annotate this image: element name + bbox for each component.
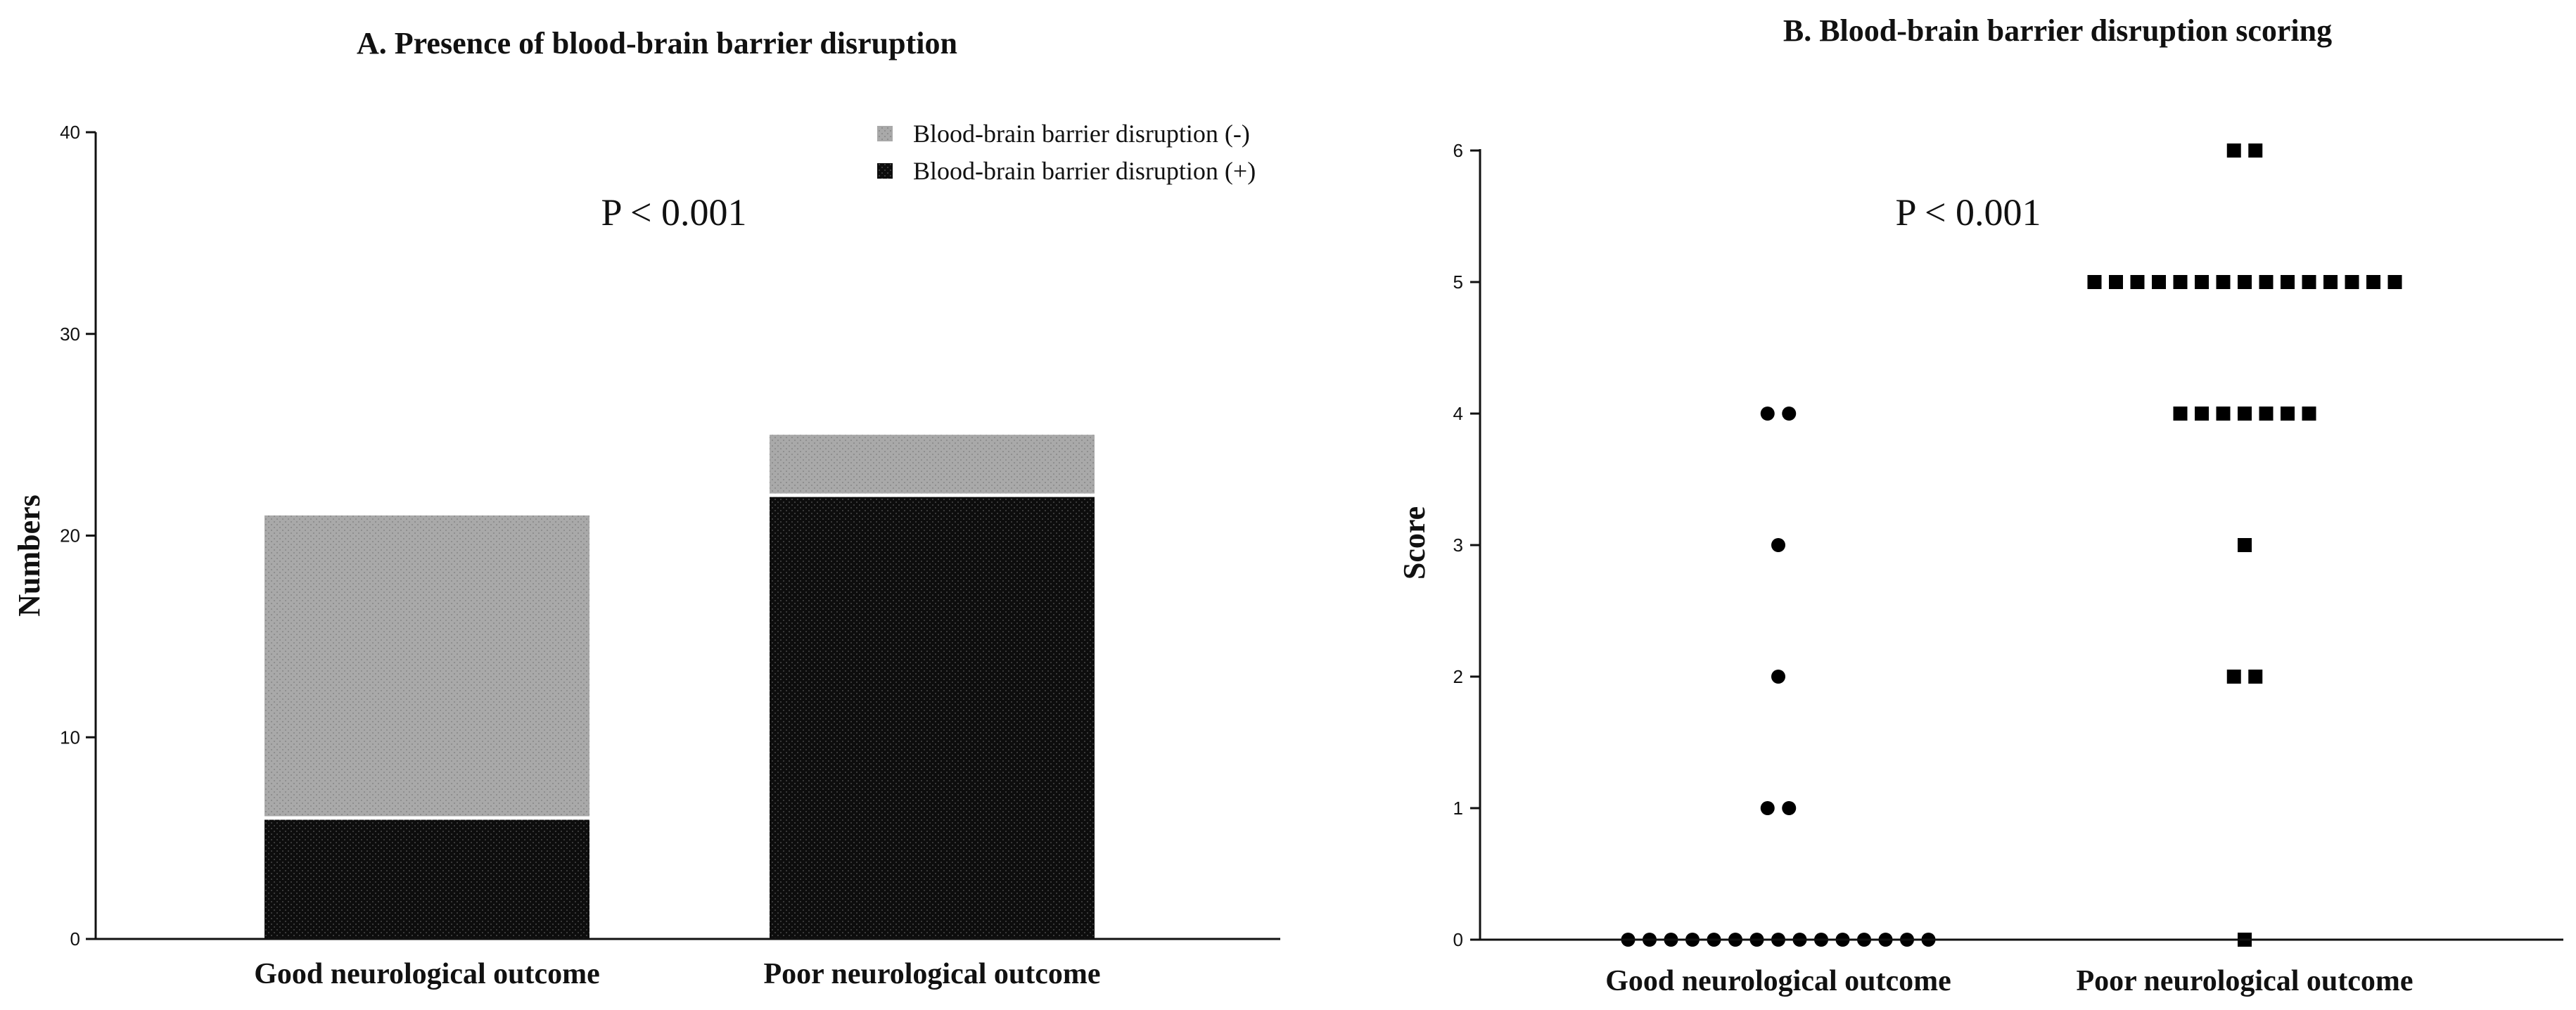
panel-a: A. Presence of blood-brain barrier disru… [12,26,1280,990]
panel-b-y-tick-label: 0 [1453,929,1463,950]
point-poor-outcome [2216,275,2231,289]
bar-bbbd-negative-good [264,515,589,818]
panel-b-p-value: P < 0.001 [1896,191,2041,234]
legend-swatch [877,163,893,179]
panel-b-title: B. Blood-brain barrier disruption scorin… [1783,13,2332,48]
panel-b-y-tick-label: 5 [1453,271,1463,293]
panel-a-y-tick-label: 20 [60,525,80,546]
panel-a-y-tick-label: 10 [60,727,80,748]
panel-b-axes: 0 1 2 3 4 5 6 Good neurological outcome Poor neu… [1453,140,2563,997]
legend-label: Blood-brain barrier disruption (+) [913,157,1256,185]
point-good-outcome [1771,538,1785,552]
panel-b-y-axis-label: Score [1397,506,1432,580]
panel-a-category-label: Good neurological outcome [254,958,600,990]
panel-a-legend: Blood-brain barrier disruption (-) Blood-… [877,120,1256,185]
point-poor-outcome [2216,407,2231,421]
point-poor-outcome [2152,275,2166,289]
panel-a-bars [264,435,1095,939]
point-poor-outcome [2238,538,2252,552]
panel-a-category-label: Poor neurological outcome [763,958,1100,990]
point-poor-outcome [2173,275,2188,289]
point-poor-outcome [2130,275,2145,289]
point-poor-outcome [2302,275,2316,289]
point-poor-outcome [2387,275,2402,289]
point-poor-outcome [2195,275,2209,289]
point-poor-outcome [2281,407,2295,421]
panel-b-category-label: Good neurological outcome [1605,965,1951,997]
panel-b-y-tick-label: 3 [1453,535,1463,556]
point-good-outcome [1782,407,1797,421]
point-poor-outcome [2238,275,2252,289]
panel-a-y-axis-label: Numbers [12,494,46,617]
point-good-outcome [1771,670,1785,684]
point-poor-outcome [2323,275,2338,289]
point-poor-outcome [2087,275,2102,289]
point-good-outcome [1760,407,1775,421]
point-good-outcome [1782,801,1797,815]
point-poor-outcome [2238,407,2252,421]
panel-b-points [1621,143,2402,947]
point-poor-outcome [2226,670,2241,684]
panel-b-y-tick-label: 4 [1453,403,1463,424]
panel-b-category-label: Poor neurological outcome [2076,965,2413,997]
panel-a-y-tick-label: 40 [60,122,80,143]
panel-b: B. Blood-brain barrier disruption scorin… [1397,13,2563,997]
panel-a-y-tick-label: 30 [60,324,80,345]
panel-a-title: A. Presence of blood-brain barrier disru… [357,26,957,60]
legend-label: Blood-brain barrier disruption (-) [913,120,1250,148]
point-poor-outcome [2259,407,2274,421]
panel-b-y-tick-label: 2 [1453,666,1463,687]
bar-bbbd-positive-poor [770,495,1095,939]
point-good-outcome [1760,801,1775,815]
panel-b-y-tick-label: 1 [1453,798,1463,819]
point-poor-outcome [2248,670,2263,684]
bar-bbbd-positive-good [264,817,589,939]
panel-a-p-value: P < 0.001 [601,191,747,234]
legend-swatch [877,126,893,141]
point-poor-outcome [2259,275,2274,289]
panel-a-y-tick-label: 0 [70,928,80,950]
panel-a-axes: 0 10 20 30 40 Good neurological outcome Poor n… [60,122,1280,990]
point-poor-outcome [2281,275,2295,289]
point-poor-outcome [2345,275,2359,289]
point-poor-outcome [2195,407,2209,421]
point-poor-outcome [2173,407,2188,421]
point-poor-outcome [2248,143,2263,158]
point-poor-outcome [2109,275,2123,289]
point-poor-outcome [2302,407,2316,421]
point-poor-outcome [2366,275,2380,289]
point-poor-outcome [2226,143,2241,158]
panel-b-y-tick-label: 6 [1453,140,1463,161]
bar-bbbd-negative-poor [770,435,1095,496]
